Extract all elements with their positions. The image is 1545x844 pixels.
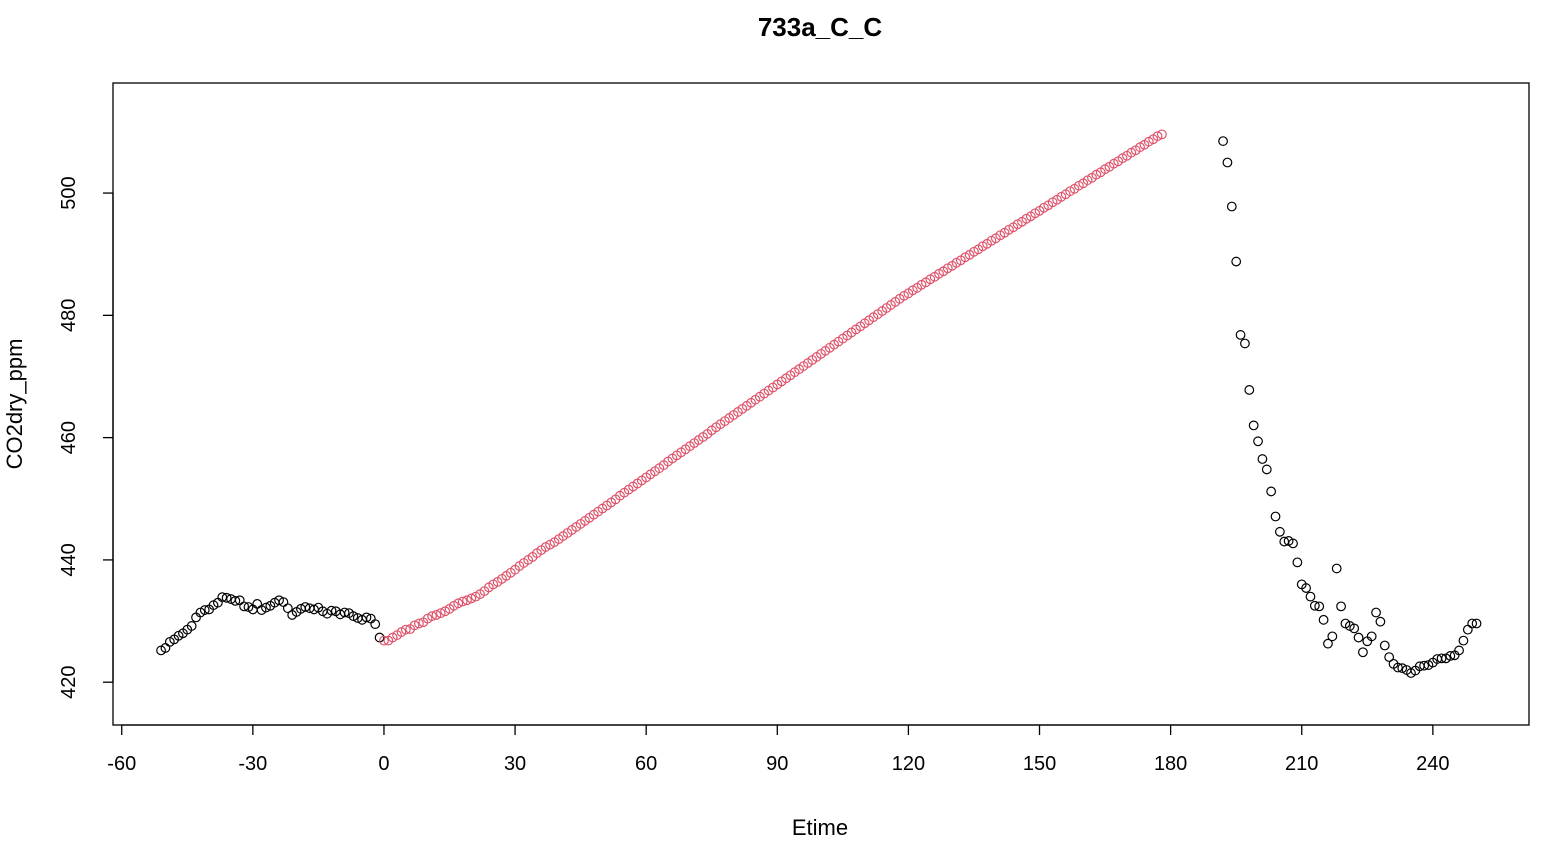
data-point — [239, 601, 250, 612]
data-point — [1467, 618, 1478, 629]
data-point — [370, 619, 381, 630]
data-point — [1305, 591, 1316, 602]
data-points — [156, 129, 1482, 678]
data-point — [274, 595, 284, 606]
data-point — [348, 611, 359, 622]
data-point — [1226, 201, 1237, 212]
data-point — [1274, 526, 1285, 537]
y-tick-label: 420 — [58, 666, 80, 699]
data-point — [326, 605, 337, 616]
data-point — [435, 608, 446, 619]
data-point — [1462, 624, 1473, 635]
data-point — [409, 620, 420, 631]
data-point — [1266, 486, 1277, 497]
data-point — [1327, 631, 1338, 642]
data-point — [1323, 638, 1333, 649]
data-point — [361, 612, 372, 623]
x-axis-label: Etime — [792, 815, 848, 840]
data-point — [1244, 385, 1255, 395]
x-tick-label: 120 — [892, 753, 925, 775]
data-point — [1366, 631, 1377, 642]
data-point — [252, 599, 263, 609]
data-point — [261, 602, 271, 613]
data-point — [1379, 640, 1390, 651]
x-axis: -60 -30 0 30 60 90 120 150 180 210 240 — [107, 724, 1450, 775]
x-tick-label: -30 — [238, 753, 267, 775]
x-tick-label: 60 — [635, 753, 657, 775]
data-point — [457, 596, 468, 607]
plot-frame — [112, 82, 1530, 726]
data-point — [1445, 651, 1456, 661]
y-tick-label: 440 — [58, 543, 80, 576]
y-tick-label: 460 — [58, 421, 80, 454]
y-tick-label: 500 — [58, 176, 80, 209]
data-point — [414, 618, 424, 629]
data-point — [1419, 660, 1430, 671]
data-point — [1248, 420, 1259, 431]
x-tick-label: 210 — [1285, 753, 1318, 775]
data-point — [1235, 330, 1246, 340]
data-point — [1257, 454, 1268, 464]
data-point — [1471, 618, 1482, 629]
data-point — [379, 635, 389, 646]
x-tick-label: 150 — [1023, 753, 1056, 775]
data-point — [1301, 583, 1312, 593]
data-point — [453, 598, 464, 609]
data-point — [1392, 662, 1403, 673]
data-point — [1231, 256, 1242, 267]
data-point — [1458, 635, 1469, 646]
data-point — [339, 607, 350, 618]
data-point — [1292, 557, 1303, 568]
x-tick-label: -60 — [107, 753, 136, 775]
data-point — [1240, 338, 1250, 349]
x-tick-label: 180 — [1154, 753, 1187, 775]
data-point — [427, 611, 437, 622]
data-point — [1152, 131, 1163, 142]
data-point — [282, 603, 293, 614]
x-tick-label: 30 — [504, 753, 526, 775]
data-point — [466, 593, 477, 604]
y-tick-label: 480 — [58, 299, 80, 332]
data-point — [1384, 652, 1395, 663]
data-point — [1156, 129, 1167, 140]
x-tick-label: 240 — [1416, 753, 1449, 775]
y-axis: 420 440 460 480 500 — [58, 176, 114, 699]
data-point — [1336, 601, 1346, 612]
data-point — [1314, 601, 1325, 612]
data-point — [1253, 436, 1263, 447]
data-point — [431, 610, 442, 620]
data-point — [1371, 607, 1381, 618]
data-point — [1375, 616, 1386, 627]
data-point — [1358, 647, 1368, 658]
data-point — [1261, 464, 1272, 475]
data-point — [1397, 663, 1408, 674]
data-point — [400, 624, 411, 635]
data-point — [1218, 136, 1228, 146]
x-tick-label: 90 — [766, 753, 788, 775]
data-point — [300, 602, 311, 612]
chart-title: 733a_C_C — [758, 12, 883, 42]
data-point — [1288, 538, 1298, 549]
data-point — [1353, 632, 1364, 643]
data-point — [186, 621, 197, 631]
data-point — [199, 605, 210, 615]
data-point — [1436, 653, 1447, 664]
data-point — [1318, 614, 1329, 625]
data-point — [1222, 157, 1233, 168]
data-point — [230, 595, 241, 606]
data-point — [1349, 623, 1360, 634]
data-point — [1270, 511, 1281, 522]
x-tick-label: 0 — [378, 753, 389, 775]
data-point — [1309, 600, 1320, 611]
y-axis-label: CO2dry_ppm — [2, 339, 27, 470]
data-point — [1454, 645, 1464, 656]
data-point — [1331, 563, 1342, 574]
data-point — [221, 592, 232, 603]
data-point — [462, 595, 472, 606]
